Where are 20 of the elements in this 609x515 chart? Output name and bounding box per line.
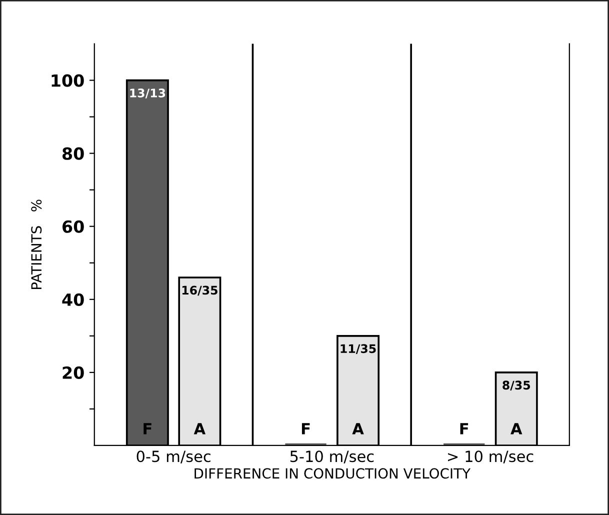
data-label: 11/35 bbox=[340, 344, 376, 354]
data-label: 16/35 bbox=[182, 286, 218, 296]
series-label: A bbox=[194, 423, 206, 434]
y-tick-label: 20 bbox=[62, 366, 84, 380]
data-label: 13/13 bbox=[130, 88, 166, 98]
y-axis-title: PATIENTS % bbox=[31, 200, 42, 289]
text: F bbox=[460, 423, 468, 434]
x-tick-label: 5-10 m/sec bbox=[290, 450, 374, 464]
y-tick-label: 60 bbox=[62, 220, 84, 233]
text: F bbox=[302, 423, 310, 434]
data-label: 8/35 bbox=[502, 380, 530, 391]
x-axis-title: DIFFERENCE IN CONDUCTION VELOCITY bbox=[194, 468, 471, 479]
series-label: F bbox=[144, 423, 152, 434]
y-tick-label: 40 bbox=[62, 293, 84, 306]
y-tick-label: 100 bbox=[52, 74, 84, 87]
y-tick-label: 80 bbox=[62, 147, 84, 160]
text: A bbox=[352, 423, 364, 434]
text: A bbox=[510, 423, 522, 434]
x-tick-label: > 10 m/sec bbox=[448, 450, 534, 464]
x-tick-label: 0-5 m/sec bbox=[136, 450, 210, 464]
